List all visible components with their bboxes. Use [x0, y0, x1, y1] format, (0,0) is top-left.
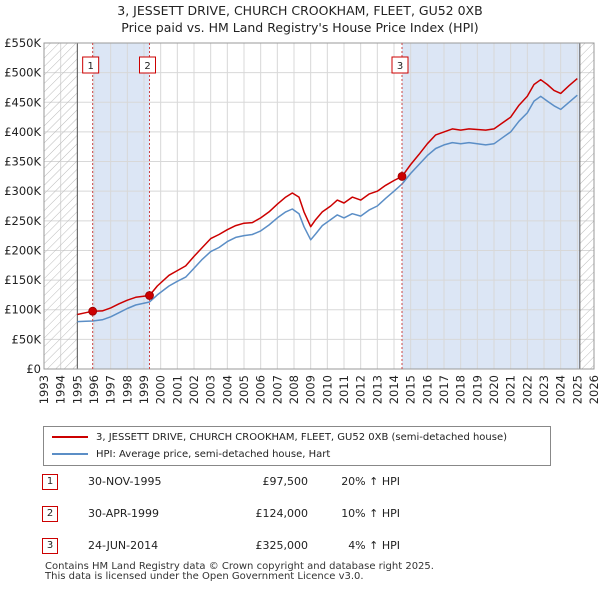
x-tick-label: 2019: [470, 375, 484, 404]
y-tick-label: £500K: [4, 66, 41, 80]
x-tick-label: 2008: [287, 375, 301, 404]
x-tick-label: 1999: [137, 375, 151, 404]
no-data-region: [579, 43, 594, 369]
y-tick-label: £0: [26, 362, 41, 376]
x-tick-label: 2024: [554, 375, 568, 404]
x-tick-label: 2017: [437, 375, 451, 404]
sale-period-band: [92, 43, 150, 369]
x-tick-label: 2022: [520, 375, 534, 404]
sale-point: [145, 291, 154, 300]
chart-title: 3, JESSETT DRIVE, CHURCH CROOKHAM, FLEET…: [117, 3, 483, 18]
sale-row: 3 24-JUN-2014 £325,000 4% ↑ HPI: [42, 536, 562, 560]
x-tick-label: 2007: [270, 375, 284, 404]
x-tick-label: 2012: [354, 375, 368, 404]
x-tick-label: 2003: [204, 375, 218, 404]
hpi-line: [77, 94, 578, 323]
x-tick-label: 1996: [87, 375, 101, 404]
sale-date: 30-APR-1999: [88, 507, 160, 520]
chart-subtitle: Price paid vs. HM Land Registry's House …: [121, 20, 479, 35]
legend-item-hpi: HPI: Average price, semi-detached house,…: [52, 447, 330, 463]
legend-swatch-hpi: [52, 453, 88, 455]
x-tick-label: 2001: [170, 375, 184, 404]
x-tick-label: 2005: [237, 375, 251, 404]
y-tick-label: £150K: [4, 273, 41, 287]
x-tick-label: 2018: [454, 375, 468, 404]
x-tick-label: 2013: [370, 375, 384, 404]
sale-marker-badge: [391, 56, 409, 74]
x-tick-label: 2009: [304, 375, 318, 404]
y-tick-label: £550K: [4, 36, 41, 50]
x-tick-label: 2011: [337, 375, 351, 404]
y-tick-label: £200K: [4, 243, 41, 257]
sale-marker-label: 2: [144, 61, 150, 72]
sale-date: 30-NOV-1995: [88, 475, 162, 488]
legend-item-property: 3, JESSETT DRIVE, CHURCH CROOKHAM, FLEET…: [52, 430, 507, 446]
sale-hpi-change: 20% ↑ HPI: [341, 475, 400, 488]
sale-row: 1 30-NOV-1995 £97,500 20% ↑ HPI: [42, 472, 562, 496]
y-tick-label: £350K: [4, 155, 41, 169]
footer-copyright: Contains HM Land Registry data © Crown c…: [45, 561, 434, 572]
sale-hpi-change: 4% ↑ HPI: [348, 539, 400, 552]
plot-frame: [43, 42, 595, 370]
sale-marker-label: 3: [397, 61, 403, 72]
y-tick-label: £100K: [4, 303, 41, 317]
x-tick-label: 1995: [70, 375, 84, 404]
sale-period-band: [402, 43, 580, 369]
sale-date: 24-JUN-2014: [88, 539, 159, 552]
footer-licence: This data is licensed under the Open Gov…: [45, 571, 364, 582]
sale-number-badge: 2: [42, 506, 58, 522]
x-tick-label: 2016: [420, 375, 434, 404]
y-tick-label: £400K: [4, 125, 41, 139]
sale-marker-badge: [139, 56, 156, 74]
x-tick-label: 2021: [504, 375, 518, 404]
sale-number-badge: 3: [42, 538, 58, 554]
property-price-line: [77, 78, 578, 316]
x-tick-label: 1997: [104, 375, 118, 404]
sale-price: £325,000: [255, 539, 309, 552]
sale-marker-badge: [82, 56, 100, 74]
x-tick-label: 2015: [404, 375, 418, 404]
chart-legend: 3, JESSETT DRIVE, CHURCH CROOKHAM, FLEET…: [43, 426, 551, 466]
x-tick-label: 1994: [54, 375, 68, 404]
y-tick-label: £300K: [4, 184, 41, 198]
sale-row: 2 30-APR-1999 £124,000 10% ↑ HPI: [42, 504, 562, 528]
sale-hpi-change: 10% ↑ HPI: [341, 507, 400, 520]
sale-price: £124,000: [255, 507, 309, 520]
x-tick-label: 2026: [587, 375, 600, 404]
sale-price: £97,500: [262, 475, 309, 488]
y-tick-label: £50K: [12, 332, 42, 346]
x-tick-label: 2014: [387, 375, 401, 404]
sale-point: [88, 306, 98, 316]
x-tick-label: 2010: [320, 375, 334, 404]
x-tick-label: 2025: [570, 375, 584, 404]
x-tick-label: 1993: [37, 375, 51, 404]
x-tick-label: 2006: [254, 375, 268, 404]
no-data-region: [44, 43, 78, 369]
sale-marker-label: 1: [87, 61, 93, 72]
x-tick-label: 2023: [537, 375, 551, 404]
sale-number-badge: 1: [42, 474, 58, 490]
legend-label-property: 3, JESSETT DRIVE, CHURCH CROOKHAM, FLEET…: [96, 432, 508, 443]
x-tick-label: 2000: [154, 375, 168, 404]
legend-label-hpi: HPI: Average price, semi-detached house,…: [96, 449, 331, 460]
x-tick-label: 2004: [220, 375, 234, 404]
y-tick-label: £250K: [4, 214, 41, 228]
legend-swatch-property: [52, 436, 88, 438]
y-tick-label: £450K: [4, 95, 41, 109]
x-tick-label: 2002: [187, 375, 201, 404]
sale-point: [397, 171, 407, 181]
price-chart: £0 £50K £100K £150K £200K £250K £300K £350K £400…: [4, 36, 600, 404]
x-tick-label: 2020: [487, 375, 501, 404]
x-tick-label: 1998: [120, 375, 134, 404]
